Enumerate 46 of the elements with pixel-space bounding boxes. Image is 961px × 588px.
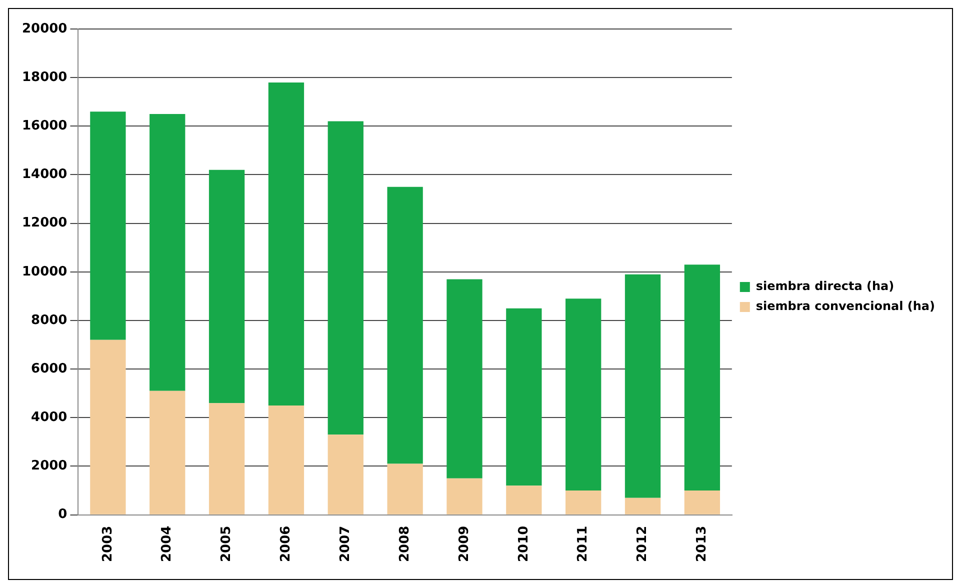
x-tick-label: 2005 [219, 526, 234, 562]
bar [506, 308, 542, 486]
bar [624, 274, 661, 498]
x-tick-label: 2011 [576, 526, 591, 562]
x-tick-label: 2004 [160, 526, 175, 562]
bar [387, 464, 423, 514]
bar [208, 170, 245, 404]
legend-label: siembra directa (ha) [756, 279, 894, 294]
bar [684, 490, 720, 514]
bar [684, 264, 720, 491]
y-tick-label: 12000 [22, 216, 68, 231]
x-tick-label: 2009 [456, 526, 472, 562]
x-tick-label: 2006 [278, 526, 294, 562]
x-tick-label: 2007 [338, 526, 354, 562]
y-tick-label: 20000 [22, 21, 68, 36]
bar [90, 112, 126, 340]
bar [624, 498, 661, 514]
y-tick-label: 16000 [22, 118, 68, 134]
bar [328, 121, 364, 435]
legend-label: siembra convencional (ha) [756, 299, 936, 314]
y-tick-label: 18000 [22, 70, 68, 85]
x-tick-label: 2010 [516, 526, 532, 562]
bar [506, 486, 542, 514]
bar [150, 390, 186, 514]
y-tick-label: 2000 [31, 458, 68, 474]
y-tick-label: 10000 [22, 264, 68, 280]
bar [150, 114, 186, 391]
y-tick-label: 0 [58, 507, 68, 522]
y-tick-label: 4000 [31, 410, 68, 426]
bar [90, 340, 126, 514]
bar [268, 82, 304, 406]
bar [566, 298, 602, 491]
x-tick-label: 2008 [397, 526, 412, 562]
bar [268, 406, 304, 514]
bar [387, 186, 423, 464]
x-tick-label: 2013 [694, 526, 710, 562]
bar [328, 434, 364, 514]
y-tick-label: 6000 [31, 361, 68, 376]
x-tick-label: 2003 [100, 526, 116, 562]
y-tick-label: 8000 [31, 312, 68, 328]
bar [208, 403, 245, 514]
y-tick-label: 14000 [22, 167, 68, 182]
bar [446, 279, 482, 478]
bar [566, 490, 602, 514]
bar [446, 478, 482, 514]
x-tick-label: 2012 [635, 526, 650, 562]
